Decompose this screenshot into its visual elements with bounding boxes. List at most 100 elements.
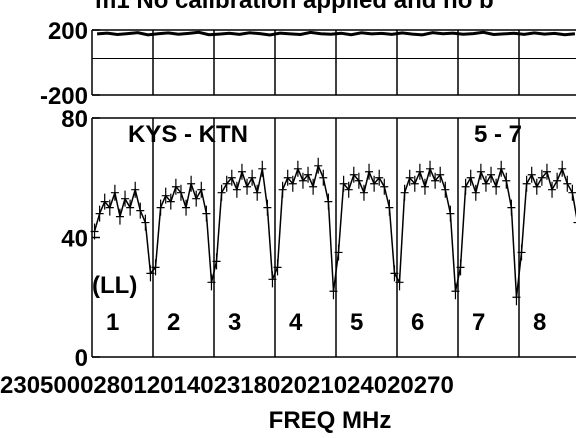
- point: [441, 181, 450, 198]
- if-label: 3: [228, 309, 241, 336]
- point: [263, 199, 272, 216]
- point: [517, 244, 526, 261]
- point: [187, 175, 196, 192]
- point: [375, 169, 384, 186]
- point: [319, 169, 328, 186]
- point: [451, 283, 460, 300]
- if-label: 8: [533, 309, 546, 336]
- point: [436, 166, 445, 183]
- point: [497, 160, 506, 177]
- point: [324, 193, 333, 210]
- point: [207, 274, 216, 291]
- point: [365, 163, 374, 180]
- point: [522, 175, 531, 192]
- point: [329, 283, 338, 300]
- point: [278, 181, 287, 198]
- y-tick-label: 80: [61, 106, 88, 133]
- point: [166, 193, 175, 210]
- point: [390, 265, 399, 282]
- point: [258, 160, 267, 177]
- point: [553, 172, 562, 189]
- point: [110, 184, 119, 201]
- point: [202, 205, 211, 222]
- point: [548, 181, 557, 198]
- point: [105, 199, 114, 216]
- point: [461, 178, 470, 195]
- x-tick-labels: 2305000280120140231802021024020270: [0, 372, 454, 399]
- point: [156, 199, 165, 216]
- point: [492, 178, 501, 195]
- baseline-label: KYS - KTN: [128, 121, 248, 148]
- point: [222, 175, 231, 192]
- point: [568, 184, 576, 201]
- point: [349, 166, 358, 183]
- point: [237, 163, 246, 180]
- point: [197, 181, 206, 198]
- point: [161, 187, 170, 204]
- point: [446, 205, 455, 222]
- point: [456, 259, 465, 276]
- point: [171, 178, 180, 195]
- point: [253, 184, 262, 201]
- point: [227, 169, 236, 186]
- phase-line: [96, 30, 576, 37]
- point: [380, 178, 389, 195]
- point: [410, 175, 419, 192]
- point: [334, 244, 343, 261]
- point: [344, 181, 353, 198]
- point: [243, 178, 252, 195]
- amplitude-line: [93, 163, 576, 298]
- point: [131, 181, 140, 198]
- point: [121, 190, 130, 207]
- point: [527, 166, 536, 183]
- point: [420, 178, 429, 195]
- point: [415, 163, 424, 180]
- y-tick-label: 40: [61, 226, 88, 253]
- point: [502, 172, 511, 189]
- point: [288, 175, 297, 192]
- point: [268, 271, 277, 288]
- point: [487, 166, 496, 183]
- point: [426, 160, 435, 177]
- if-label: 1: [106, 309, 119, 336]
- point: [471, 184, 480, 201]
- point: [182, 199, 191, 216]
- if-label: 5: [350, 309, 363, 336]
- point: [304, 166, 313, 183]
- point: [476, 163, 485, 180]
- point: [354, 172, 363, 189]
- point: [314, 157, 323, 174]
- polarization-label: (LL): [92, 272, 137, 299]
- point: [115, 208, 124, 225]
- point: [212, 253, 221, 270]
- point: [126, 199, 135, 216]
- point: [563, 175, 572, 192]
- baseline-label: 5 - 7: [474, 121, 522, 148]
- point: [136, 202, 145, 219]
- if-label: 4: [289, 309, 303, 336]
- point: [176, 184, 185, 201]
- point: [309, 178, 318, 195]
- y-tick-label: 0: [75, 345, 88, 372]
- point: [298, 172, 307, 189]
- y-tick-label: 200: [48, 18, 88, 45]
- point: [507, 199, 516, 216]
- point: [146, 265, 155, 282]
- point: [273, 259, 282, 276]
- if-label: 6: [411, 309, 424, 336]
- y-tick-label: -200: [40, 83, 88, 110]
- point: [512, 289, 521, 306]
- point: [405, 169, 414, 186]
- point: [466, 169, 475, 186]
- point: [532, 178, 541, 195]
- point: [558, 160, 567, 177]
- if-label: 2: [167, 309, 180, 336]
- point: [283, 169, 292, 186]
- point: [217, 184, 226, 201]
- point: [385, 199, 394, 216]
- point: [573, 221, 576, 224]
- point: [542, 163, 551, 180]
- chart-title: m1 No calibration applied and no b: [95, 0, 494, 14]
- if-label: 7: [472, 309, 485, 336]
